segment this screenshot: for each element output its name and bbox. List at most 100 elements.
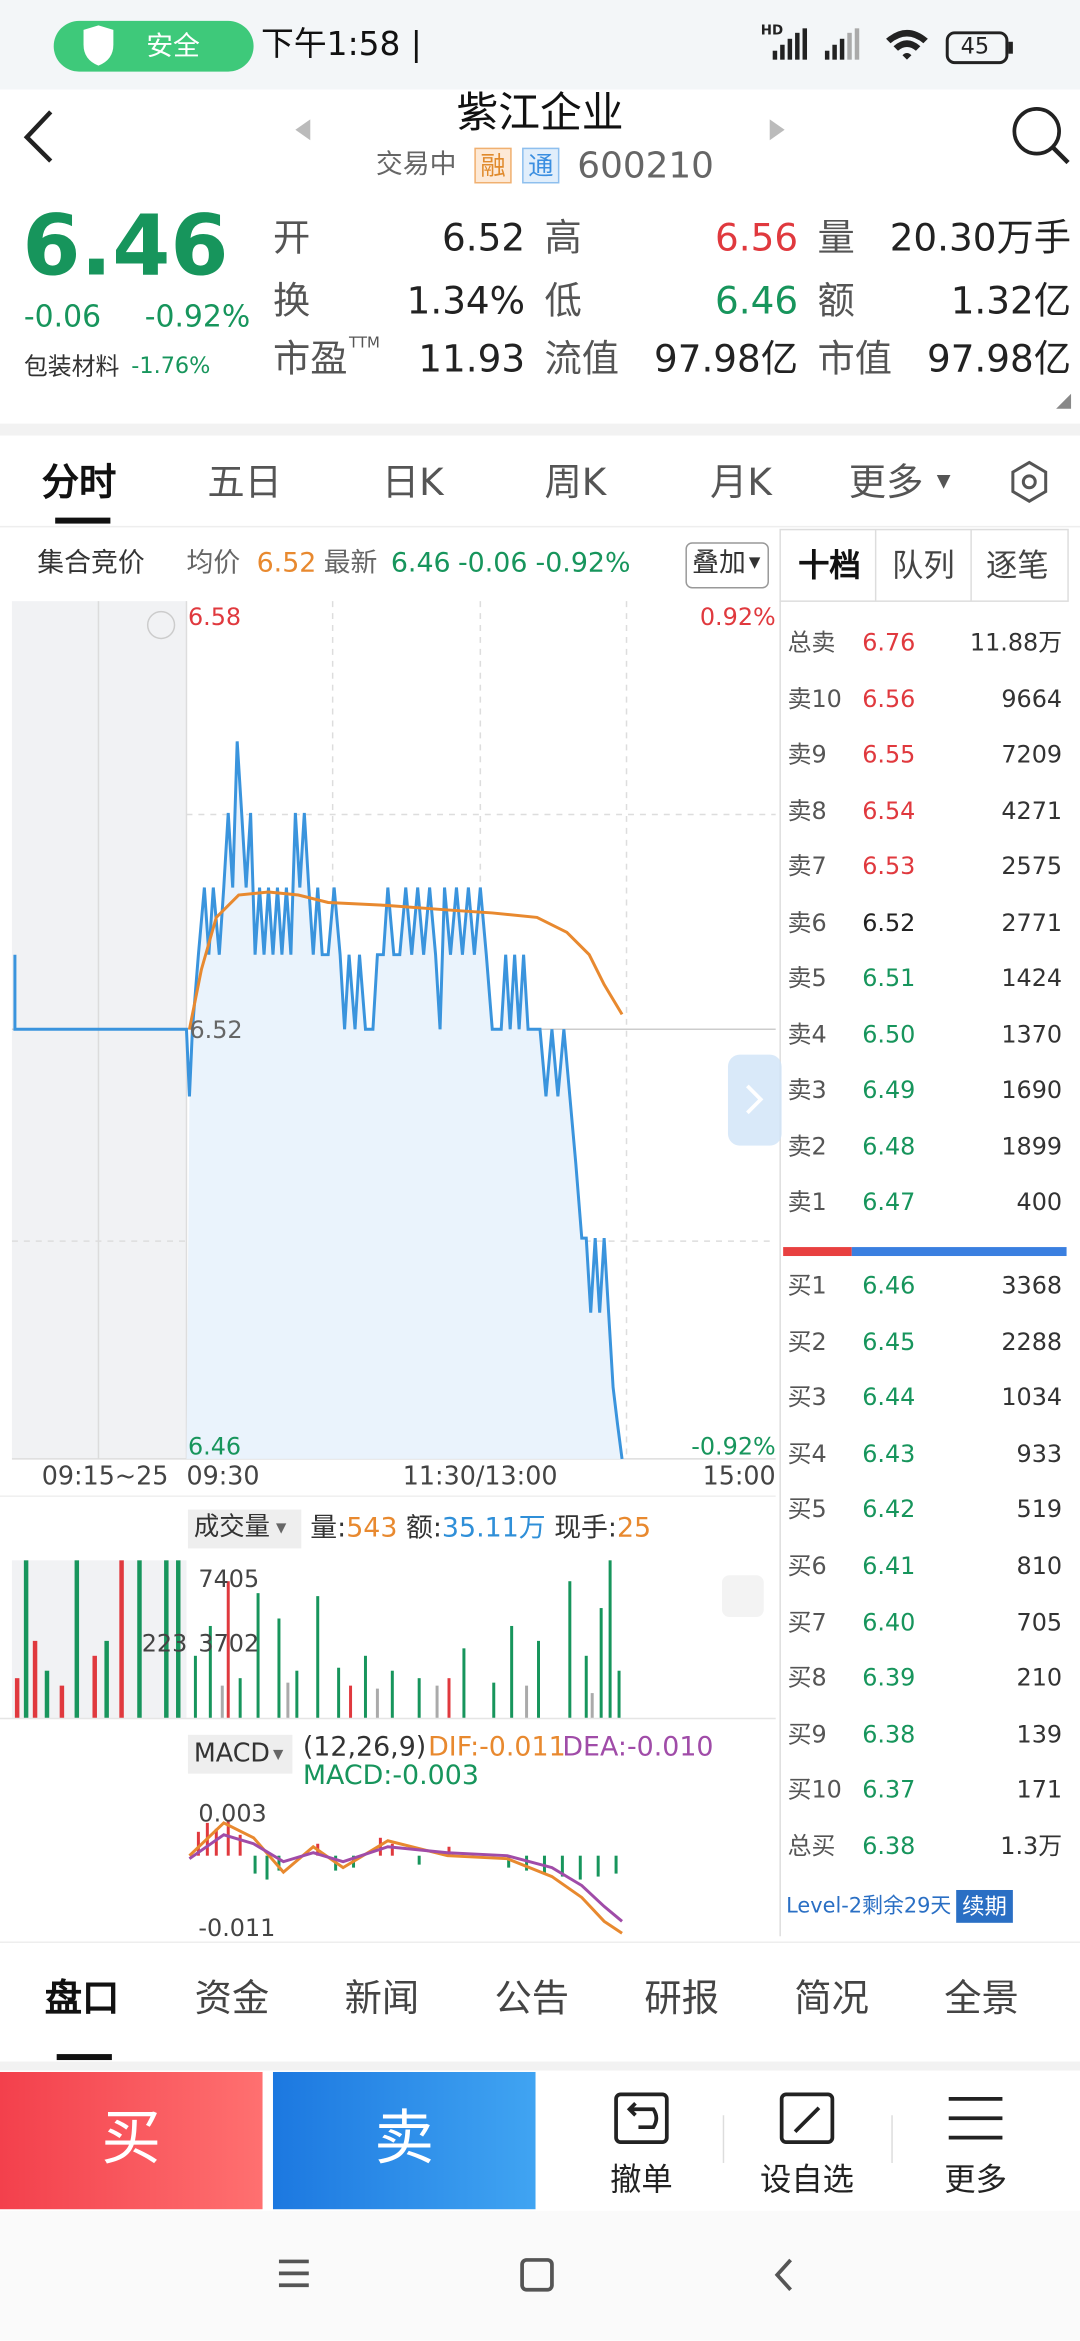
rect bbox=[316, 1596, 320, 1719]
overlay-button[interactable] bbox=[685, 542, 769, 589]
buy-button[interactable] bbox=[0, 2071, 263, 2210]
rect bbox=[568, 1581, 572, 1719]
label: 额: bbox=[406, 1512, 442, 1544]
book-tab[interactable]: 队列 bbox=[892, 547, 955, 584]
tab-underline bbox=[55, 517, 111, 524]
chart-tab[interactable]: 更多 bbox=[848, 460, 924, 505]
rect bbox=[74, 1560, 80, 1719]
y-label: -0.011 bbox=[198, 1913, 276, 1943]
macd-button-label[interactable]: MACD bbox=[193, 1739, 270, 1770]
rect bbox=[447, 1846, 451, 1856]
book-volume: 1424 bbox=[1001, 963, 1063, 992]
book-price: 6.46 bbox=[862, 1270, 916, 1300]
sell-label[interactable]: 卖 bbox=[374, 2104, 435, 2174]
field-label: 换 bbox=[272, 278, 311, 323]
macd-arrow: ▼ bbox=[272, 1748, 284, 1764]
book-tabs-box bbox=[779, 528, 1069, 602]
rect bbox=[462, 1648, 466, 1719]
help-icon[interactable] bbox=[146, 610, 176, 640]
action-label[interactable]: 设自选 bbox=[760, 2161, 855, 2198]
price-area bbox=[186, 741, 623, 1459]
chart-tab[interactable]: 五日 bbox=[207, 460, 282, 505]
battery-level: 45 bbox=[960, 32, 990, 60]
macd-dif: DIF:-0.011 bbox=[428, 1731, 566, 1764]
book-tab[interactable]: 逐笔 bbox=[986, 547, 1049, 584]
macd-params: (12,26,9) bbox=[302, 1731, 427, 1764]
bottom-tab[interactable]: 研报 bbox=[644, 1976, 720, 2020]
field-value: 97.98亿 bbox=[653, 337, 799, 381]
bottom-tab[interactable]: 盘口 bbox=[44, 1976, 120, 2020]
x-label: 09:15~25 bbox=[41, 1461, 169, 1492]
search-icon[interactable] bbox=[1012, 107, 1061, 156]
rect bbox=[44, 1670, 50, 1719]
search-handle bbox=[1051, 146, 1070, 165]
volume-button-label[interactable]: 成交量 bbox=[193, 1512, 270, 1543]
average-line bbox=[187, 890, 624, 1030]
bottom-tab[interactable]: 资金 bbox=[194, 1976, 270, 2020]
overlay-label[interactable]: 叠加 bbox=[692, 547, 746, 579]
rect bbox=[214, 1828, 218, 1856]
book-label: 买9 bbox=[787, 1719, 827, 1748]
g bbox=[220, 1682, 594, 1719]
chart-tab[interactable]: 月K bbox=[710, 460, 772, 505]
next-stock[interactable] bbox=[769, 119, 785, 141]
bottom-tab[interactable]: 全景 bbox=[944, 1976, 1019, 2020]
book-volume: 9664 bbox=[1001, 683, 1063, 713]
back-icon[interactable] bbox=[23, 110, 53, 163]
renew-button[interactable]: 续期 bbox=[956, 1889, 1013, 1923]
book-volume: 3368 bbox=[1001, 1270, 1063, 1300]
book-label: 买3 bbox=[787, 1383, 827, 1412]
macd-button[interactable] bbox=[187, 1734, 293, 1774]
action-label[interactable]: 撤单 bbox=[610, 2161, 673, 2198]
bottom-tab[interactable]: 公告 bbox=[494, 1976, 570, 2020]
field-label: 高 bbox=[544, 216, 582, 260]
rect bbox=[164, 1560, 169, 1719]
prev-stock[interactable] bbox=[295, 119, 311, 141]
rect bbox=[390, 1843, 394, 1856]
fullscreen-button[interactable] bbox=[721, 1575, 764, 1618]
chart-tab[interactable]: 日K bbox=[381, 460, 444, 505]
book-tab[interactable]: 十档 bbox=[798, 547, 861, 584]
buy-label[interactable]: 买 bbox=[101, 2104, 162, 2174]
expand-arrow bbox=[746, 1084, 764, 1115]
chart-tab[interactable]: 周K bbox=[544, 460, 607, 505]
nav-icons[interactable] bbox=[278, 2258, 792, 2292]
last-price: 6.46 bbox=[22, 198, 229, 296]
bottom-tab[interactable]: 新闻 bbox=[344, 1976, 420, 2020]
field-label: 流值 bbox=[544, 337, 620, 381]
battery-tip bbox=[1008, 41, 1013, 54]
sector[interactable]: 包装材料 bbox=[23, 352, 120, 381]
action-label[interactable]: 更多 bbox=[944, 2161, 1007, 2198]
chart-tab[interactable]: 分时 bbox=[41, 460, 117, 505]
margin-tag: 融 bbox=[474, 147, 512, 184]
rect bbox=[193, 1655, 197, 1719]
field-value: 97.98亿 bbox=[926, 337, 1072, 381]
volume-button[interactable] bbox=[187, 1509, 302, 1549]
rect bbox=[253, 1855, 257, 1874]
book-label: 总卖 bbox=[787, 628, 836, 657]
expand-button[interactable] bbox=[727, 1054, 782, 1146]
settings-icon[interactable] bbox=[1011, 460, 1048, 503]
rect bbox=[787, 38, 793, 60]
path bbox=[188, 1833, 623, 1923]
path bbox=[626, 2101, 659, 2130]
path bbox=[793, 2106, 821, 2133]
field-value: 6.46 bbox=[715, 278, 799, 323]
x-label: 09:30 bbox=[186, 1461, 260, 1492]
last-value: 6.46 bbox=[390, 547, 451, 579]
hd-label: HD bbox=[760, 23, 784, 39]
stock-name: 紫江企业 bbox=[456, 88, 624, 138]
bottom-tab[interactable]: 简况 bbox=[794, 1976, 869, 2020]
sell-button[interactable] bbox=[272, 2071, 536, 2210]
rect bbox=[795, 32, 800, 60]
g bbox=[14, 1560, 451, 1719]
rect bbox=[492, 1682, 496, 1719]
field-label: 市盈 bbox=[272, 337, 348, 381]
field-label: 额 bbox=[817, 278, 855, 323]
book-volume: 1034 bbox=[1001, 1383, 1063, 1412]
rect bbox=[507, 1855, 511, 1868]
book-price: 6.76 bbox=[862, 628, 916, 657]
book-price: 6.52 bbox=[862, 907, 916, 937]
y-label: 6.58 bbox=[187, 602, 242, 631]
book-label: 卖6 bbox=[787, 907, 827, 937]
